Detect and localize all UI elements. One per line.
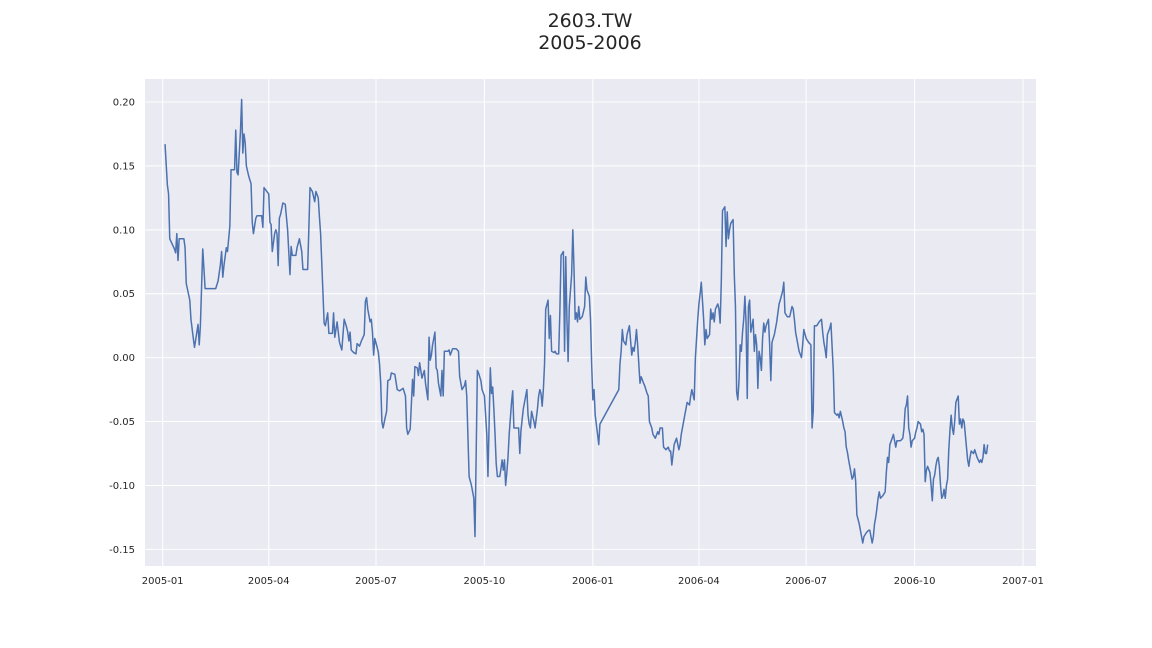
series-line <box>164 98 989 544</box>
y-tick-label: -0.15 <box>109 545 135 556</box>
x-tick-label: 2006-04 <box>678 576 720 587</box>
chart-subtitle: 2005-2006 <box>538 32 642 54</box>
x-tick-label: 2006-07 <box>785 576 827 587</box>
x-tick-label: 2006-10 <box>894 576 936 587</box>
x-axis: 2005-01 2005-04 2005-07 2005-10 2006-01 2006-… <box>142 576 1044 587</box>
x-tick-label: 2007-01 <box>1002 576 1044 587</box>
chart-title: 2603.TW <box>547 10 633 32</box>
x-tick-label: 2005-07 <box>355 576 397 587</box>
x-tick-label: 2005-10 <box>464 576 506 587</box>
y-tick-label: 0.05 <box>113 289 135 300</box>
y-axis: -0.15 -0.10 -0.05 0.00 0.05 0.10 0.15 0.20 <box>109 98 135 556</box>
y-tick-label: -0.10 <box>109 481 135 492</box>
y-tick-label: 0.20 <box>113 98 135 109</box>
y-tick-label: -0.05 <box>109 417 135 428</box>
x-tick-label: 2006-01 <box>572 576 614 587</box>
x-tick-label: 2005-01 <box>142 576 184 587</box>
y-tick-label: 0.15 <box>113 161 135 172</box>
grid-lines <box>145 79 1036 566</box>
x-tick-label: 2005-04 <box>248 576 290 587</box>
y-tick-label: 0.10 <box>113 225 135 236</box>
y-tick-label: 0.00 <box>113 353 135 364</box>
